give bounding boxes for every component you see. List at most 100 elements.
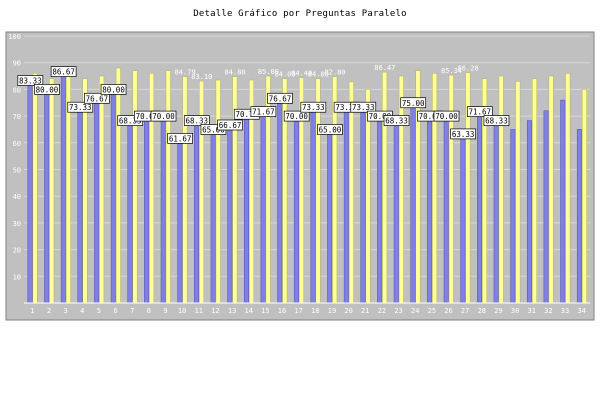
data-label: 80.00 xyxy=(36,85,59,94)
bar-series-2 xyxy=(149,73,155,304)
data-label-box xyxy=(183,115,210,126)
data-label: 73.33 xyxy=(352,103,375,112)
x-tick-label: 19 xyxy=(328,307,336,315)
data-label-series-2: 84.40 xyxy=(291,70,312,78)
bar-series-2 xyxy=(49,78,55,304)
data-label-series-2: 86.47 xyxy=(374,64,395,72)
x-tick-label: 18 xyxy=(311,307,319,315)
chart-title: Detalle Gráfico por Preguntas Paralelo xyxy=(193,9,407,19)
x-tick-label: 16 xyxy=(278,307,286,315)
bar-series-1 xyxy=(210,129,216,304)
bar-series-2 xyxy=(498,75,504,304)
x-tick-label: 1 xyxy=(30,307,34,315)
data-label-box xyxy=(84,92,110,104)
bar-series-2 xyxy=(32,73,38,304)
data-label: 70.00 xyxy=(285,112,308,121)
bar-series-1 xyxy=(543,110,549,304)
bar-series-1 xyxy=(427,115,433,304)
data-label-series-2: 83.10 xyxy=(191,73,212,81)
y-tick-label: 60 xyxy=(13,140,21,148)
x-tick-label: 17 xyxy=(294,307,302,315)
x-tick-label: 7 xyxy=(130,307,134,315)
y-tick-label: 100 xyxy=(8,33,21,41)
data-label: 75.00 xyxy=(402,99,425,108)
data-label-box xyxy=(383,115,410,126)
bar-series-1 xyxy=(377,115,383,304)
data-label-series-2: 82.80 xyxy=(324,69,345,77)
bar-series-1 xyxy=(510,129,516,304)
data-label-box xyxy=(150,110,177,122)
data-label-series-2: 84.80 xyxy=(225,69,246,77)
data-label-box xyxy=(483,115,510,126)
bar-series-1 xyxy=(460,133,466,304)
data-label-series-2: 86.28 xyxy=(458,65,479,73)
bar-series-2 xyxy=(432,73,438,304)
x-tick-label: 14 xyxy=(245,307,253,315)
bar-series-1 xyxy=(277,98,283,304)
bar-series-1 xyxy=(293,115,299,304)
y-tick-label: 30 xyxy=(13,220,21,228)
x-tick-label: 5 xyxy=(97,307,101,315)
data-label-box xyxy=(217,119,243,131)
data-label: 70.00 xyxy=(152,112,175,121)
x-tick-label: 15 xyxy=(261,307,269,315)
x-tick-label: 27 xyxy=(461,307,469,315)
bar-series-2 xyxy=(531,78,537,304)
data-label-box xyxy=(466,106,493,117)
x-tick-label: 4 xyxy=(80,307,84,315)
data-label: 73.33 xyxy=(335,103,358,112)
data-label-box xyxy=(267,92,293,104)
data-label: 76.67 xyxy=(269,94,292,103)
data-label: 73.33 xyxy=(302,103,325,112)
bar-series-2 xyxy=(199,80,205,304)
bar-series-2 xyxy=(115,67,121,304)
bar-series-1 xyxy=(526,120,532,304)
data-label: 68.33 xyxy=(485,117,508,126)
data-label-series-2: 85.00 xyxy=(258,68,279,76)
bar-series-1 xyxy=(177,138,183,304)
data-label: 86.67 xyxy=(52,68,75,77)
bar-series-1 xyxy=(127,120,133,304)
data-label: 70.00 xyxy=(369,112,392,121)
data-label: 71.67 xyxy=(469,108,492,117)
data-label-box xyxy=(17,75,44,86)
data-label-box xyxy=(433,110,460,122)
x-tick-label: 23 xyxy=(394,307,402,315)
data-label-box xyxy=(350,101,377,113)
x-tick-label: 3 xyxy=(64,307,68,315)
bar-series-1 xyxy=(94,98,100,304)
data-label-series-2: 84.80 xyxy=(308,71,329,79)
bar-series-2 xyxy=(548,75,554,304)
x-tick-label: 9 xyxy=(163,307,167,315)
bar-series-1 xyxy=(477,111,483,304)
bar-series-2 xyxy=(515,81,521,304)
data-label-box xyxy=(300,101,327,113)
x-tick-label: 28 xyxy=(478,307,486,315)
bar-series-1 xyxy=(310,106,316,304)
bar-series-1 xyxy=(260,111,266,304)
bar-series-2 xyxy=(165,70,171,304)
bar-series-1 xyxy=(160,115,166,304)
data-label: 66.67 xyxy=(219,121,242,130)
data-label-box xyxy=(100,84,127,95)
x-tick-label: 8 xyxy=(147,307,151,315)
data-label-series-2: 84.79 xyxy=(175,69,196,77)
x-tick-label: 33 xyxy=(561,307,569,315)
data-label: 76.67 xyxy=(86,94,109,103)
bar-series-1 xyxy=(327,129,333,304)
bar-series-2 xyxy=(348,81,354,304)
data-label: 68.33 xyxy=(186,117,209,126)
data-label-box xyxy=(450,128,476,140)
data-label: 80.00 xyxy=(102,85,125,94)
data-label: 73.33 xyxy=(69,103,92,112)
x-tick-label: 12 xyxy=(211,307,219,315)
x-tick-label: 34 xyxy=(577,307,585,315)
data-label-box xyxy=(283,110,310,122)
data-label-box xyxy=(50,66,77,77)
bar-series-2 xyxy=(99,75,105,304)
x-tick-label: 11 xyxy=(195,307,203,315)
bar-series-1 xyxy=(243,113,249,304)
y-tick-label: 20 xyxy=(13,247,21,255)
bar-series-1 xyxy=(60,71,66,304)
